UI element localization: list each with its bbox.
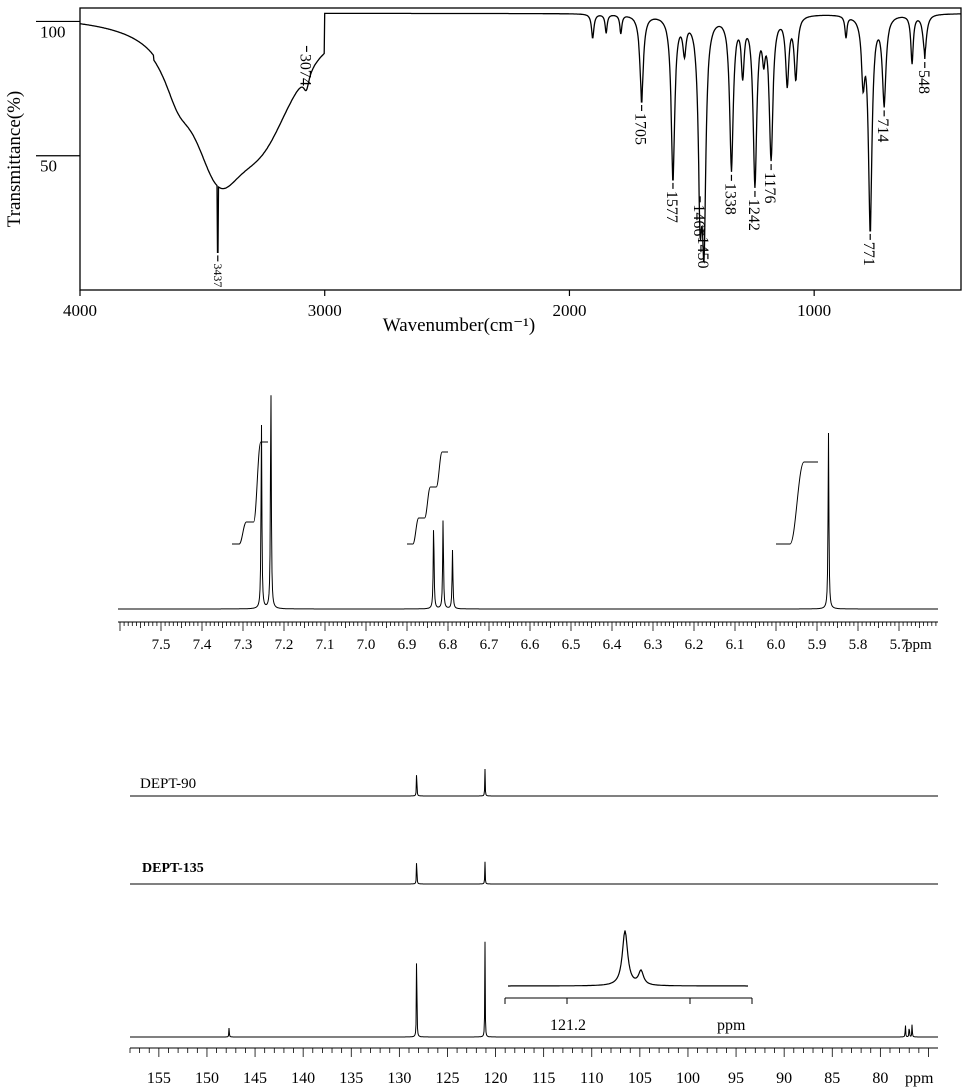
c-nmr-tick-label: 115: [532, 1070, 555, 1087]
h-nmr-unit-label: ppm: [905, 637, 932, 653]
inset-tick-label: 121.2: [550, 1017, 586, 1034]
ir-peak-value: 1450: [694, 237, 711, 269]
ir-peak-label: 1176: [761, 164, 778, 203]
h-nmr-tick-label: 6.3: [644, 637, 663, 653]
h-nmr-tick-label: 5.7: [890, 637, 909, 653]
ir-transmittance-curve: [79, 12, 961, 264]
ir-peak-label: 548: [915, 62, 932, 94]
ir-x-tick-label: 2000: [552, 301, 586, 320]
h-nmr-tick-label: 6.6: [521, 637, 540, 653]
c-nmr-inset: 121.2 ppm: [504, 930, 753, 1034]
ir-peak-label: 3437: [211, 255, 225, 287]
ir-spectrum-panel: 100 50 4000 3000 2000 1000 3437 3074 1705 1577 1…: [4, 7, 962, 336]
h-nmr-tick-label: 6.9: [398, 637, 417, 653]
ir-peak-label: 771: [860, 233, 877, 266]
h-nmr-tick-label: 6.8: [439, 637, 458, 653]
c-nmr-tick-label: 130: [387, 1070, 411, 1087]
c-nmr-tick-label: 105: [628, 1070, 652, 1087]
c-nmr-tick-label: 140: [291, 1070, 315, 1087]
c-nmr-tick-label: 100: [676, 1070, 700, 1087]
h-nmr-tick-label: 6.0: [767, 637, 786, 653]
ir-peak-label: 3074: [297, 45, 314, 86]
ir-y-axis: 100 50: [36, 20, 80, 176]
c-nmr-unit-label: ppm: [905, 1070, 934, 1087]
ir-peak-label: 1450: [694, 228, 711, 269]
c-nmr-spectrum-trace: [130, 941, 938, 1038]
h-nmr-tick-label: 6.1: [726, 637, 745, 653]
ir-peak-label: 714: [874, 110, 891, 142]
h-nmr-tick-label: 6.4: [603, 637, 622, 653]
ir-peak-value: 3437: [211, 263, 225, 287]
c-nmr-spectrum-trace: [130, 861, 938, 885]
h-nmr-tick-label: 5.9: [808, 637, 827, 653]
ir-peak-value: 1705: [632, 113, 649, 145]
ir-peak-value: 1466: [690, 204, 707, 236]
ir-peak-label: 1242: [745, 190, 762, 231]
dept-90-label: DEPT-90: [140, 776, 196, 792]
h-nmr-tick-label: 6.2: [685, 637, 704, 653]
h-nmr-tick-label: 5.8: [849, 637, 868, 653]
ir-x-tick-label: 1000: [797, 301, 831, 320]
c-nmr-tick-label: 145: [243, 1070, 267, 1087]
h-nmr-tick-label: 7.2: [275, 637, 294, 653]
ir-peak-label: 1705: [632, 105, 649, 145]
ir-x-tick-label: 3000: [308, 301, 342, 320]
inset-unit-label: ppm: [717, 1017, 746, 1034]
ir-peak-value: 548: [915, 70, 932, 94]
ir-x-axis-title: Wavenumber(cm⁻¹): [383, 315, 535, 336]
h-nmr-tick-label: 6.7: [480, 637, 499, 653]
c-nmr-tick-label: 90: [776, 1070, 792, 1087]
ir-peak-value: 1176: [761, 172, 778, 203]
ir-peak-value: 3074: [297, 54, 314, 86]
ir-peak-label: 1338: [721, 174, 738, 215]
ir-x-axis: 4000 3000 2000 1000: [63, 290, 831, 320]
c-nmr-spectrum-trace: [130, 768, 938, 797]
inset-peak-trace: [508, 930, 748, 987]
c-nmr-tick-label: 150: [195, 1070, 219, 1087]
c-nmr-tick-label: 80: [872, 1070, 888, 1087]
h-nmr-integral: [407, 451, 448, 545]
h-nmr-integral-curves: [232, 441, 818, 545]
c-nmr-tick-label: 95: [728, 1070, 744, 1087]
c-nmr-panel: DEPT-90 DEPT-135 121.2 ppm 155 150 145 140 1…: [129, 768, 938, 1087]
dept-135-label: DEPT-135: [142, 861, 204, 876]
c-nmr-x-axis: 155 150 145 140 135 130 125 120 115 110 105 100 95 90…: [129, 1048, 929, 1087]
ir-peak-value: 771: [860, 242, 877, 266]
h-nmr-tick-label: 7.0: [357, 637, 376, 653]
h-nmr-tick-label: 7.4: [193, 637, 212, 653]
ir-peak-value: 1338: [721, 183, 738, 215]
ir-plot-frame: [79, 7, 962, 291]
c-nmr-tick-label: 85: [824, 1070, 840, 1087]
ir-peak-label: 1466: [690, 196, 707, 236]
ir-peak-label: 1577: [663, 182, 680, 223]
h-nmr-integral: [776, 461, 818, 545]
h-nmr-tick-label: 7.5: [152, 637, 171, 653]
h-nmr-tick-label: 7.1: [316, 637, 335, 653]
ir-y-axis-title: Transmittance(%): [4, 91, 25, 228]
h-nmr-panel: 7.5 7.4 7.3 7.2 7.1 7.0 6.9 6.8 6.7 6.6 6.5 6.4 6.3 6…: [118, 395, 938, 653]
ir-x-tick-label: 4000: [63, 301, 97, 320]
ir-y-tick-label: 100: [40, 22, 66, 41]
ir-peak-value: 714: [874, 118, 891, 142]
h-nmr-integral: [232, 441, 268, 545]
c-nmr-tick-label: 155: [147, 1070, 171, 1087]
ir-peak-value: 1577: [663, 191, 680, 223]
ir-y-tick-label: 50: [40, 157, 57, 176]
h-nmr-tick-label: 6.5: [562, 637, 581, 653]
c-nmr-tick-label: 110: [580, 1070, 603, 1087]
c-nmr-tick-label: 120: [484, 1070, 508, 1087]
ir-peak-value: 1242: [745, 199, 762, 231]
c-nmr-tick-label: 135: [339, 1070, 363, 1087]
h-nmr-spectrum-trace: [118, 395, 938, 610]
h-nmr-x-axis: 7.5 7.4 7.3 7.2 7.1 7.0 6.9 6.8 6.7 6.6 6.5 6.4 6.3 6…: [119, 622, 937, 653]
h-nmr-tick-label: 7.3: [234, 637, 253, 653]
c-nmr-tick-label: 125: [435, 1070, 459, 1087]
c-nmr-spectra: [130, 768, 938, 1038]
